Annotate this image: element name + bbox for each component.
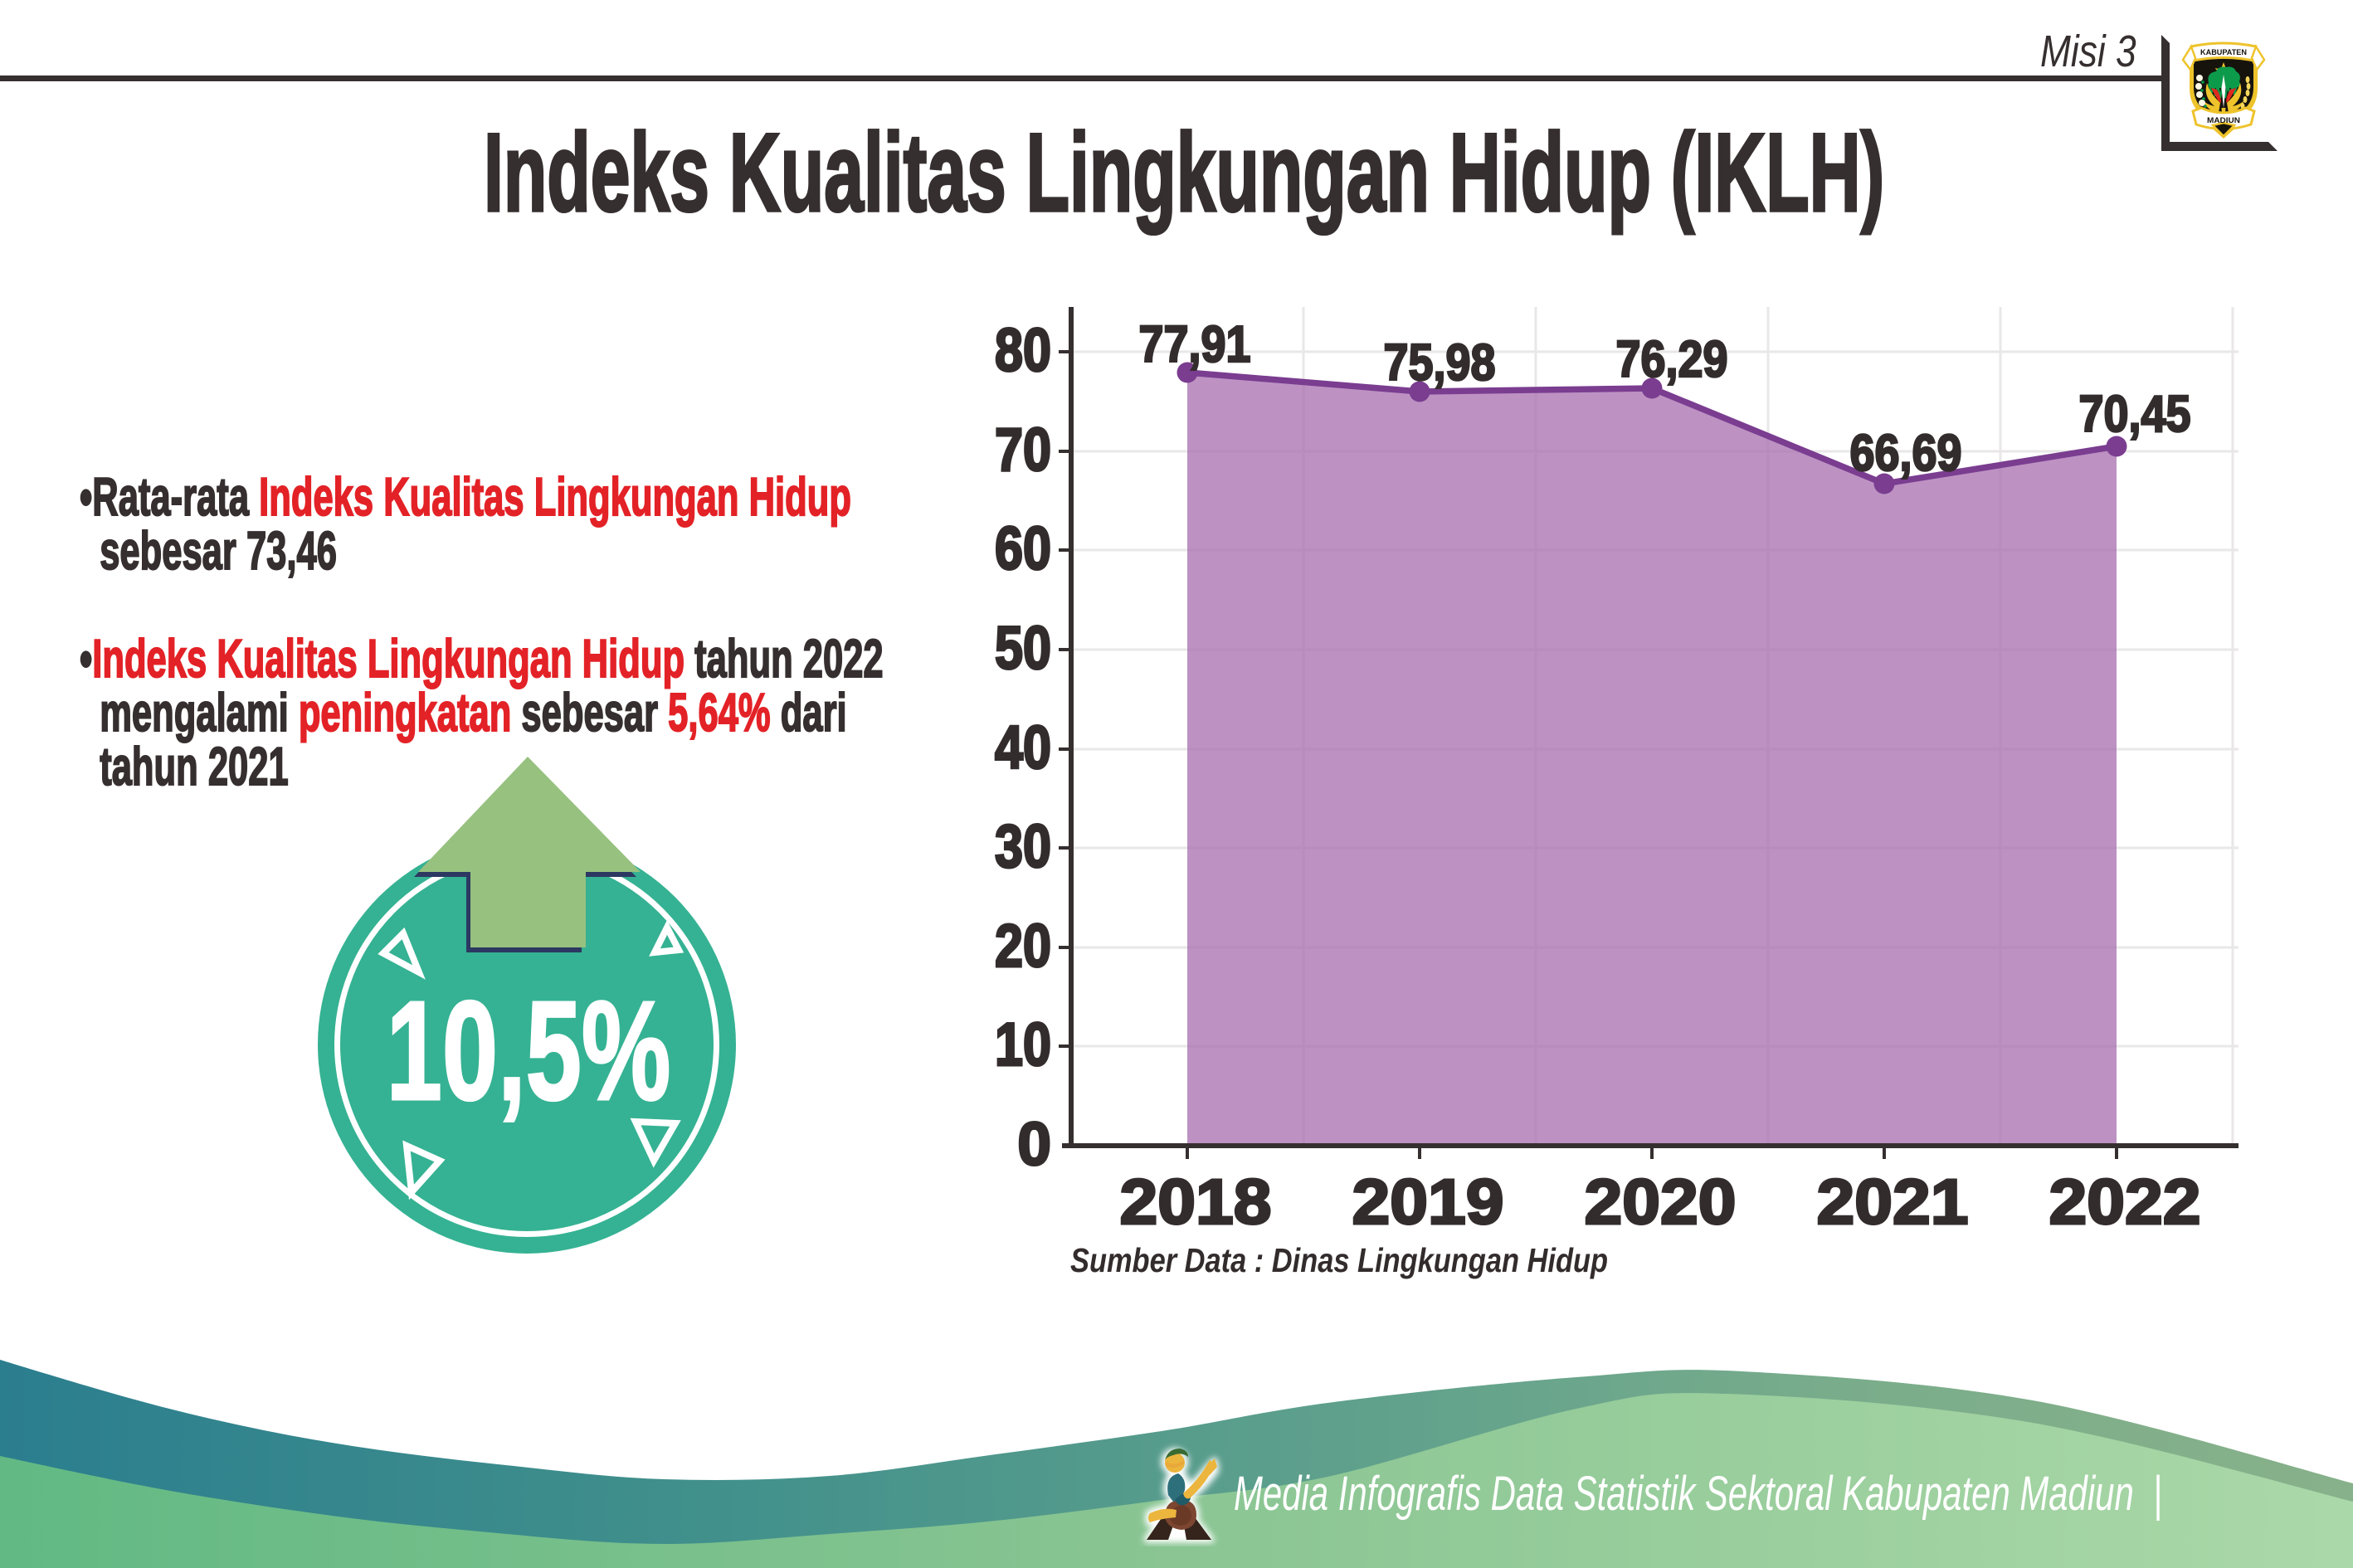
svg-text:76,29: 76,29 <box>1616 331 1728 388</box>
svg-text:70,45: 70,45 <box>2079 386 2191 443</box>
svg-text:30: 30 <box>995 813 1051 880</box>
svg-text:2022: 2022 <box>2049 1166 2201 1238</box>
svg-text:80: 80 <box>995 317 1051 384</box>
svg-text:10: 10 <box>995 1011 1051 1079</box>
svg-text:Sumber Data : Dinas Lingkungan: Sumber Data : Dinas Lingkungan Hidup <box>1070 1241 1608 1279</box>
svg-text:60: 60 <box>995 515 1051 582</box>
svg-text:77,91: 77,91 <box>1139 316 1251 373</box>
svg-text:40: 40 <box>995 714 1051 782</box>
svg-text:20: 20 <box>995 913 1051 980</box>
svg-text:KABUPATEN: KABUPATEN <box>2200 48 2247 56</box>
svg-text:2018: 2018 <box>1120 1166 1272 1238</box>
svg-text:2019: 2019 <box>1352 1166 1504 1238</box>
svg-text:2020: 2020 <box>1585 1166 1737 1238</box>
svg-text:70: 70 <box>995 416 1051 484</box>
svg-text:MADIUN: MADIUN <box>2207 116 2240 124</box>
svg-text:0: 0 <box>1017 1111 1051 1178</box>
svg-text:66,69: 66,69 <box>1850 425 1962 482</box>
svg-text:50: 50 <box>995 615 1051 682</box>
svg-text:75,98: 75,98 <box>1384 334 1496 392</box>
svg-text:2021: 2021 <box>1817 1166 1969 1238</box>
